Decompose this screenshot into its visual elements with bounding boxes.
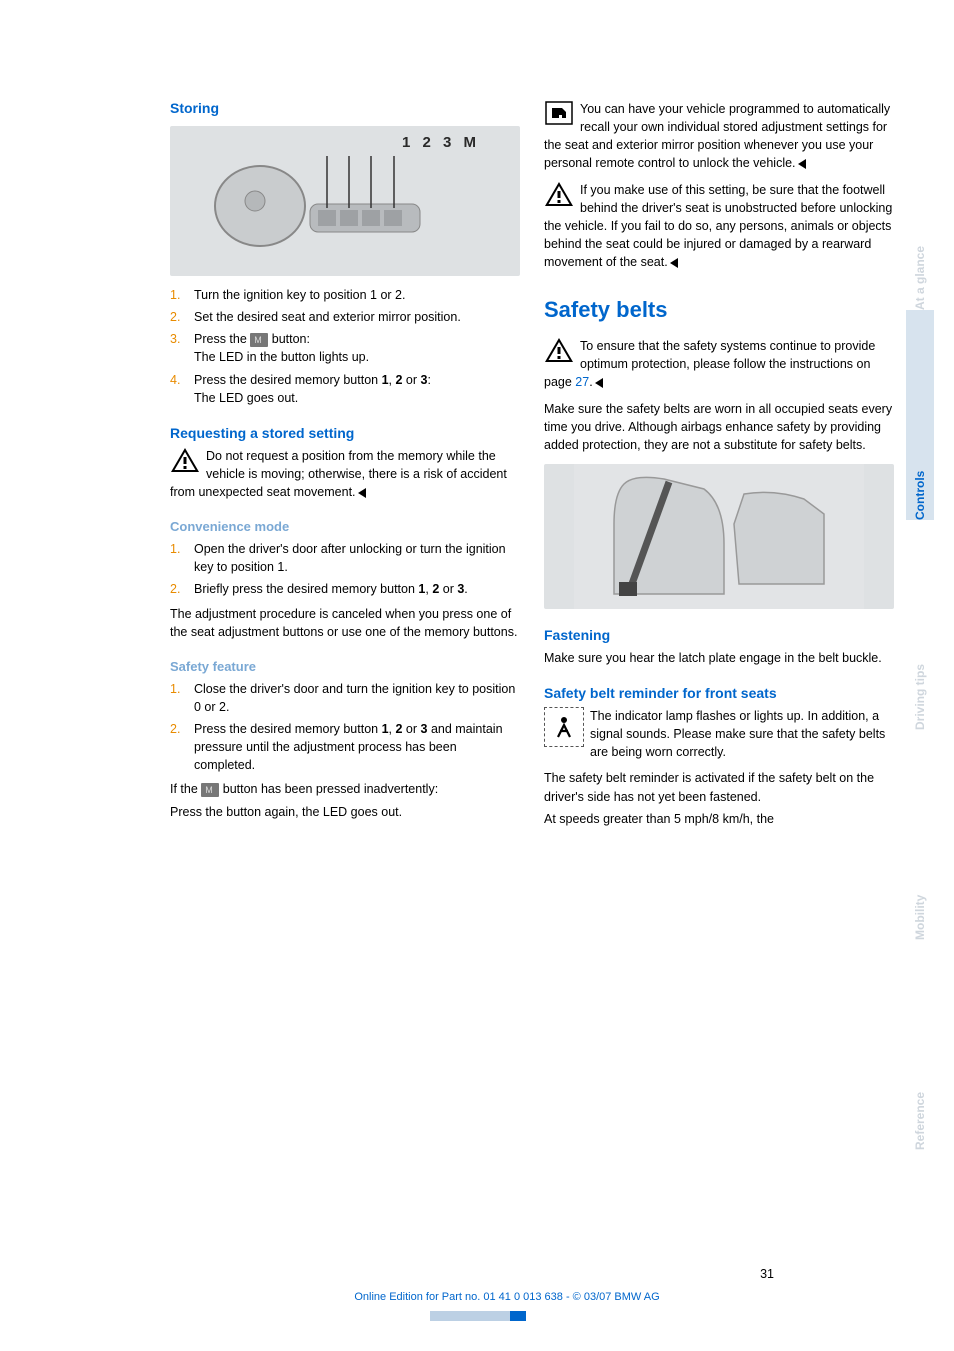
- two-column-layout: Storing 1 2 3 M 1.Turn: [170, 100, 894, 832]
- list-number: 2.: [170, 720, 184, 774]
- memory-buttons-label: 1 2 3 M: [402, 134, 480, 151]
- seatbelt-indicator-icon: [544, 707, 584, 747]
- heading-belt-reminder: Safety belt reminder for front seats: [544, 685, 894, 701]
- footer-bar-light: [430, 1311, 510, 1321]
- list-text: Set the desired seat and exterior mirror…: [194, 308, 461, 326]
- list-number: 2.: [170, 580, 184, 598]
- belt-svg: [544, 464, 894, 609]
- safety-feature-p2: Press the button again, the LED goes out…: [170, 803, 520, 821]
- tab-reference[interactable]: Reference: [906, 940, 934, 1150]
- list-item: 2. Briefly press the desired memory butto…: [170, 580, 520, 598]
- list-item: 1. Close the driver's door and turn the i…: [170, 680, 520, 716]
- warning-note: If you make use of this setting, be sure…: [544, 181, 894, 272]
- list-text: Briefly press the desired memory button …: [194, 580, 468, 598]
- warning-note: To ensure that the safety systems contin…: [544, 337, 894, 391]
- m-button-icon: [250, 333, 268, 347]
- tab-controls[interactable]: Controls: [906, 310, 934, 520]
- list-number: 2.: [170, 308, 184, 326]
- tab-driving-tips[interactable]: Driving tips: [906, 520, 934, 730]
- list-text: Press the desired memory button 1, 2 or …: [194, 720, 520, 774]
- warning-text: Do not request a position from the memor…: [170, 449, 507, 499]
- indicator-note: The indicator lamp flashes or lights up.…: [544, 707, 894, 761]
- list-text: Press the desired memory button 1, 2 or …: [194, 371, 431, 407]
- list-item: 3. Press the button: The LED in the butto…: [170, 330, 520, 366]
- indicator-text: The indicator lamp flashes or lights up.…: [590, 709, 885, 759]
- footer-copyright: Online Edition for Part no. 01 41 0 013 …: [170, 1291, 844, 1303]
- heading-safety-belts: Safety belts: [544, 297, 894, 323]
- tab-mobility[interactable]: Mobility: [906, 730, 934, 940]
- list-number: 1.: [170, 286, 184, 304]
- section-tabs: At a glance Controls Driving tips Mobili…: [906, 100, 934, 1150]
- end-marker-icon: [595, 378, 603, 388]
- warning-triangle-icon: [544, 181, 574, 207]
- footer-bar-dark: [510, 1311, 526, 1321]
- convenience-note: The adjustment procedure is canceled whe…: [170, 605, 520, 641]
- list-text: Open the driver's door after unlocking o…: [194, 540, 520, 576]
- list-text: Press the button: The LED in the button …: [194, 330, 369, 366]
- heading-convenience: Convenience mode: [170, 519, 520, 534]
- list-item: 4. Press the desired memory button 1, 2 o…: [170, 371, 520, 407]
- right-column: You can have your vehicle programmed to …: [544, 100, 894, 832]
- page-reference-link[interactable]: 27: [575, 375, 589, 389]
- reminder-body1: The safety belt reminder is activated if…: [544, 769, 894, 805]
- safety-belt-illustration: [544, 464, 894, 609]
- heading-storing: Storing: [170, 100, 520, 116]
- m-button-icon: [201, 783, 219, 797]
- end-marker-icon: [798, 159, 806, 169]
- convenience-steps: 1. Open the driver's door after unlocking…: [170, 540, 520, 598]
- list-number: 1.: [170, 680, 184, 716]
- list-text: Close the driver's door and turn the ign…: [194, 680, 520, 716]
- list-item: 1. Turn the ignition key to position 1 or…: [170, 286, 520, 304]
- heading-requesting: Requesting a stored setting: [170, 425, 520, 441]
- heading-safety-feature: Safety feature: [170, 659, 520, 674]
- list-item: 2.Press the desired memory button 1, 2 o…: [170, 720, 520, 774]
- key-note: You can have your vehicle programmed to …: [544, 100, 894, 173]
- reminder-body2: At speeds greater than 5 mph/8 km/h, the: [544, 810, 894, 828]
- heading-fastening: Fastening: [544, 627, 894, 643]
- warning-text: If you make use of this setting, be sure…: [544, 183, 892, 270]
- list-item: 1. Open the driver's door after unlocking…: [170, 540, 520, 576]
- warning-triangle-icon: [544, 337, 574, 363]
- tab-at-a-glance[interactable]: At a glance: [906, 100, 934, 310]
- storing-steps: 1. Turn the ignition key to position 1 or…: [170, 286, 520, 407]
- list-text: Turn the ignition key to position 1 or 2…: [194, 286, 405, 304]
- list-number: 3.: [170, 330, 184, 366]
- list-number: 4.: [170, 371, 184, 407]
- safety-feature-steps: 1. Close the driver's door and turn the i…: [170, 680, 520, 775]
- key-note-text: You can have your vehicle programmed to …: [544, 102, 890, 170]
- page-number: 31: [760, 1267, 774, 1281]
- car-key-icon: [544, 100, 574, 126]
- warning-triangle-icon: [170, 447, 200, 473]
- end-marker-icon: [670, 258, 678, 268]
- fastening-body: Make sure you hear the latch plate engag…: [544, 649, 894, 667]
- safety-feature-p1: If the button has been pressed inadverte…: [170, 780, 520, 798]
- safety-belts-body: Make sure the safety belts are worn in a…: [544, 400, 894, 454]
- end-marker-icon: [358, 488, 366, 498]
- list-item: 2. Set the desired seat and exterior mirr…: [170, 308, 520, 326]
- page-content: Storing 1 2 3 M 1.Turn: [0, 0, 954, 1351]
- seat-memory-illustration: 1 2 3 M: [170, 126, 520, 276]
- warning-note: Do not request a position from the memor…: [170, 447, 520, 501]
- left-column: Storing 1 2 3 M 1.Turn: [170, 100, 520, 832]
- list-number: 1.: [170, 540, 184, 576]
